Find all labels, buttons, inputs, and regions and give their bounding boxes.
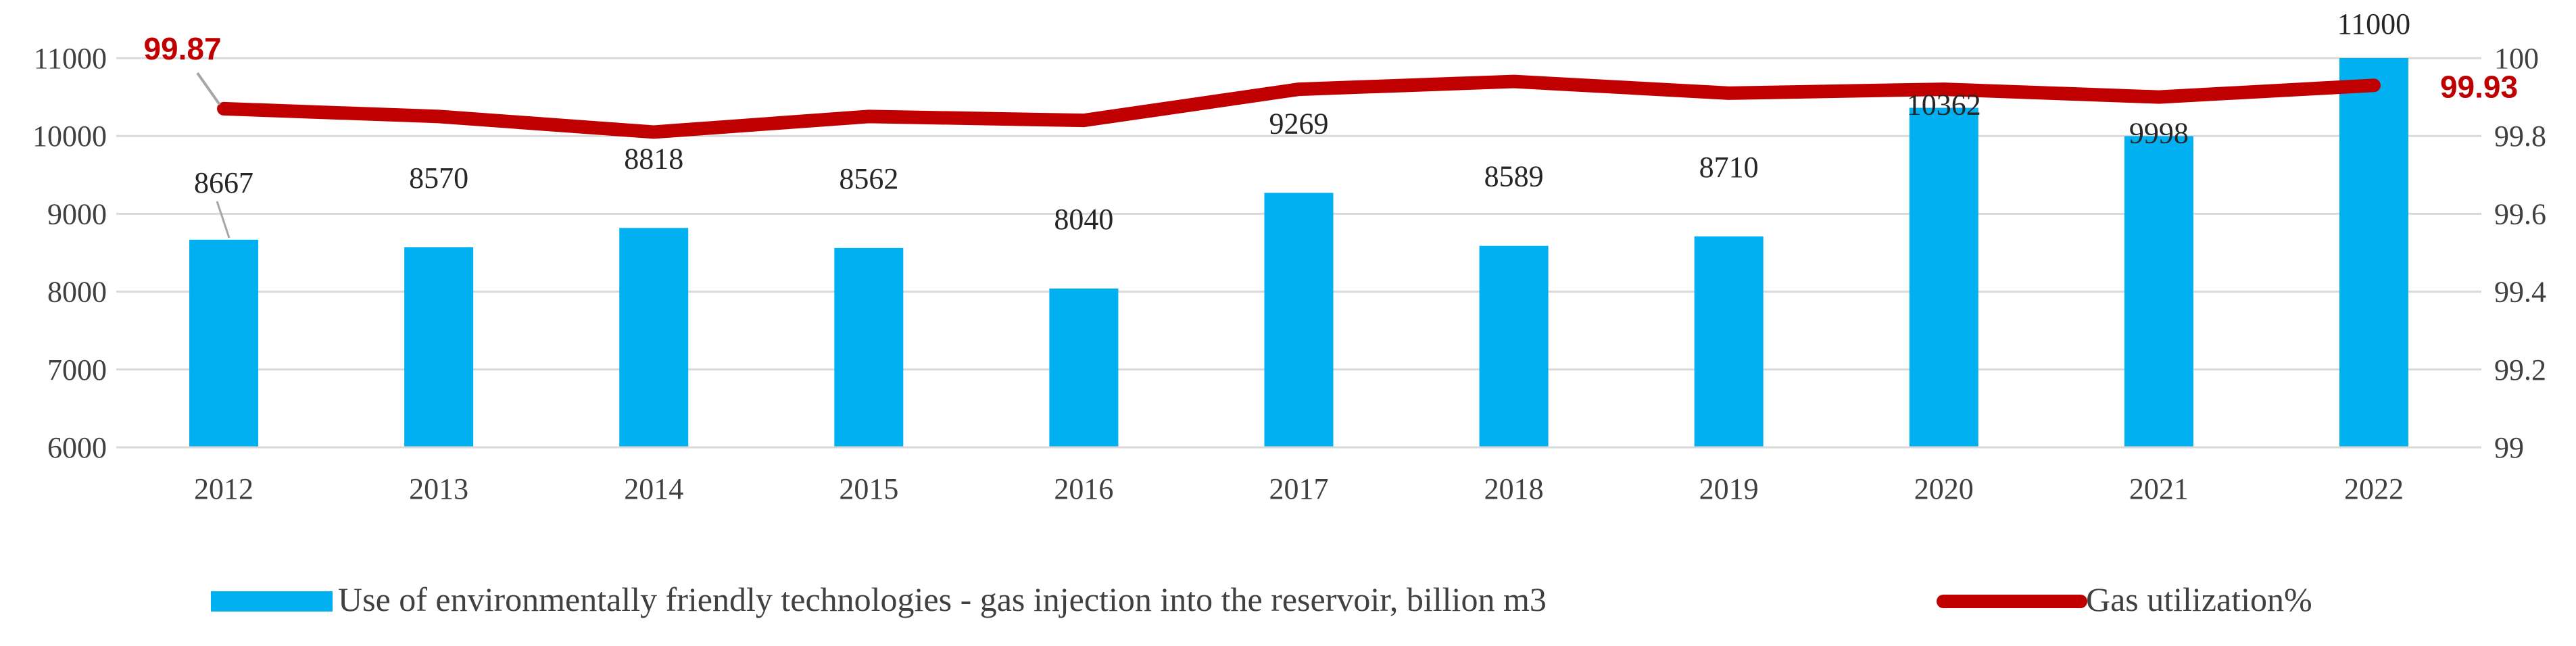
line-end-label: 99.93 [2440,69,2518,104]
bar-value-label: 9269 [1269,107,1329,140]
bar [404,247,474,447]
y-right-tick-label: 99.8 [2494,120,2546,153]
y-left-tick-label: 7000 [47,353,107,387]
bar-value-label: 10362 [1907,88,1981,121]
bar-value-label: 11000 [2337,7,2410,41]
bar-value-label: 8589 [1484,160,1544,193]
legend-bar-label: Use of environmentally friendly technolo… [338,580,1547,618]
line-series [217,74,2381,139]
x-tick-label: 2013 [409,472,468,505]
bar [619,228,689,447]
bar [1909,107,1978,447]
bar [189,239,259,447]
bar-value-label: 8570 [409,162,468,195]
legend: Use of environmentally friendly technolo… [211,580,2312,618]
y-right-tick-label: 99.2 [2494,353,2546,387]
y-right-tick-label: 99 [2494,431,2524,464]
bar [1264,193,1334,447]
y-right-tick-label: 99.4 [2494,276,2546,309]
bar-value-label: 8818 [624,142,683,175]
x-tick-label: 2018 [1484,472,1544,505]
y-left-tick-label: 10000 [32,120,107,153]
bar-value-label: 9998 [2129,116,2189,149]
legend-line-label: Gas utilization% [2086,580,2312,618]
bar-value-label: 8040 [1054,203,1113,236]
x-tick-label: 2015 [839,472,898,505]
x-tick-label: 2019 [1699,472,1759,505]
y-left-tick-label: 6000 [47,431,107,464]
bar [1049,288,1119,447]
x-tick-label: 2022 [2344,472,2404,505]
gas-utilization-line [217,74,2381,139]
y-right-tick-label: 99.6 [2494,197,2546,230]
bar-value-label: 8562 [839,162,898,195]
axes: 6000 7000 8000 9000 10000 11000 99 99.2 99.4 99.6… [32,42,2546,505]
x-tick-label: 2016 [1054,472,1113,505]
bar [1694,236,1764,447]
line-label-leader [196,72,221,106]
line-start-label: 99.87 [143,31,221,66]
data-labels: 8667 8570 8818 8562 8040 9269 8589 8710 10362 999… [143,7,2518,239]
y-right-tick-label: 100 [2494,42,2539,75]
bar-series [189,58,2408,447]
bar [1479,245,1549,447]
x-tick-label: 2017 [1269,472,1329,505]
bar [2339,58,2408,447]
y-left-tick-label: 8000 [47,276,107,309]
y-left-tick-label: 9000 [47,197,107,230]
x-tick-label: 2014 [624,472,683,505]
bar-value-label: 8667 [194,166,253,199]
bar-value-label: 8710 [1699,151,1759,184]
y-left-tick-label: 11000 [34,42,107,75]
x-tick-label: 2012 [194,472,253,505]
legend-bar-swatch [211,591,333,612]
bar [834,247,904,447]
x-tick-label: 2021 [2129,472,2189,505]
bar [2124,136,2193,447]
x-tick-label: 2020 [1914,472,1974,505]
bar-label-leader [216,201,230,239]
